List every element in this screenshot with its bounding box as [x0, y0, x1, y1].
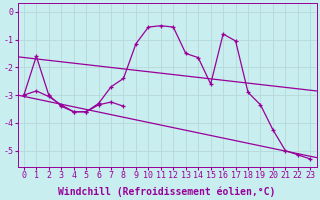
X-axis label: Windchill (Refroidissement éolien,°C): Windchill (Refroidissement éolien,°C) — [58, 186, 276, 197]
